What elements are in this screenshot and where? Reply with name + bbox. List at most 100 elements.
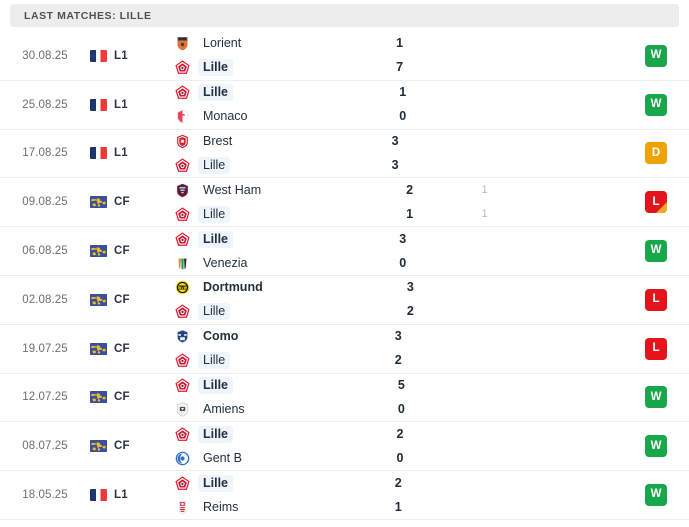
table-row[interactable]: 17.08.25 L1 Brest Lille 3 3 D [0,129,689,179]
team-line-away[interactable]: Monaco [174,108,363,125]
como-logo-icon [176,329,189,344]
result-loss-badge: L [645,288,667,311]
row-spacer [513,81,623,129]
row-spacer [513,227,623,275]
competition-cell[interactable]: L1 [90,32,168,80]
team-line-away[interactable]: Lille [174,156,355,174]
team-line-home[interactable]: Como [174,328,358,345]
table-row[interactable]: 25.08.25 L1 Lille Monaco 1 0 W [0,80,689,130]
page-title: LAST MATCHES: LILLE [24,9,152,22]
team-line-away[interactable]: Lille [174,352,358,370]
lille-logo-icon [175,60,190,75]
competition-label: CF [114,440,130,453]
sub-score-cell [450,276,520,324]
result-cell: D [623,130,689,178]
match-date: 18.05.25 [22,489,68,502]
team-line-away[interactable]: Lille [174,303,370,321]
team-line-away[interactable]: Venezia [174,255,363,272]
score-away: 3 [391,157,399,172]
competition-cell[interactable]: L1 [90,130,168,178]
competition-cell[interactable]: L1 [90,471,168,519]
teams-cell: Lorient Lille [168,32,360,80]
competition-cell[interactable]: CF [90,422,168,470]
lorient-logo-icon [177,37,188,51]
score-away: 0 [399,109,407,124]
score-home: 2 [396,426,404,441]
result-win-badge: W [645,44,668,67]
result-draw-badge: D [645,142,667,165]
match-date: 12.07.25 [22,391,68,404]
table-row[interactable]: 30.08.25 L1 Lorient Lille 1 7 W [0,32,689,81]
result-letter: L [652,341,660,354]
competition-cell[interactable]: CF [90,227,168,275]
teams-cell: Lille Amiens [168,374,361,422]
team-line-home[interactable]: West Ham [174,182,370,199]
brest-logo-icon [177,134,188,149]
sub-score-cell [438,325,508,373]
team-name-away: Monaco [203,109,248,124]
team-line-away[interactable]: Reims [174,499,358,516]
table-row[interactable]: 18.05.25 L1 Lille Reims 2 1 W [0,471,689,520]
team-line-away[interactable]: Lille [174,59,360,77]
result-cell: W [623,471,689,519]
team-line-home[interactable]: Lille [174,474,358,492]
score-away: 2 [394,353,402,368]
team-name-home: Dortmund [203,280,263,295]
score-away: 2 [406,304,414,319]
team-line-home[interactable]: Brest [174,133,355,150]
competition-cell[interactable]: CF [90,276,168,324]
result-letter: W [650,49,662,62]
sub-score-away: 1 [481,207,488,220]
team-line-home[interactable]: BVB Dortmund [174,279,370,296]
team-line-home[interactable]: Lorient [174,35,360,52]
result-letter: L [652,195,660,208]
team-name-home: Lille [198,474,234,492]
sub-score-cell [443,81,513,129]
sub-score-cell [441,374,511,422]
team-line-home[interactable]: Lille [174,425,360,443]
penalty-corner-marker [656,202,667,214]
table-row[interactable]: 12.07.25 CF Lille Amiens 5 0 W [0,373,689,423]
team-line-home[interactable]: Lille [174,84,363,102]
row-spacer [510,422,623,470]
west-ham-logo-icon [177,183,188,198]
world-map-icon [90,440,107,453]
france-flag-icon [90,49,107,62]
team-name-away: Lille [198,156,231,174]
match-date: 30.08.25 [22,49,68,62]
competition-cell[interactable]: CF [90,374,168,422]
table-row[interactable]: 02.08.25 CF BVB Dortmund Lille 3 2 L [0,275,689,325]
team-line-away[interactable]: Amiens [174,401,361,418]
lille-logo-icon [175,85,190,100]
competition-cell[interactable]: CF [90,178,168,226]
score-home: 2 [406,182,414,197]
competition-label: CF [114,245,130,258]
competition-label: CF [114,342,130,355]
team-name-home: Brest [203,133,233,148]
row-spacer [508,471,623,519]
competition-cell[interactable]: CF [90,325,168,373]
team-line-home[interactable]: Lille [174,230,363,248]
result-cell: L [623,276,689,324]
team-line-away[interactable]: Lille [174,205,370,223]
score-home: 1 [399,85,407,100]
table-row[interactable]: 06.08.25 CF Lille Venezia 3 0 W [0,227,689,276]
score-away: 0 [396,450,404,465]
result-win-badge: W [645,93,668,116]
team-name-home: Como [203,329,239,344]
match-date: 09.08.25 [22,196,68,209]
world-map-icon [90,293,107,306]
last-matches-widget: LAST MATCHES: LILLE 30.08.25 L1 Lorient Lil… [0,4,689,520]
amiens-logo-icon [176,402,189,417]
table-row[interactable]: 09.08.25 CF West Ham Lille 2 1 1 1 L [0,178,689,228]
table-row[interactable]: 19.07.25 CF Como Lille 3 2 L [0,324,689,374]
teams-cell: Como Lille [168,325,358,373]
team-line-away[interactable]: Gent B [174,450,360,467]
team-line-home[interactable]: Lille [174,376,361,394]
competition-cell[interactable]: L1 [90,81,168,129]
result-cell: W [623,422,689,470]
teams-cell: West Ham Lille [168,178,370,226]
row-spacer [511,374,623,422]
